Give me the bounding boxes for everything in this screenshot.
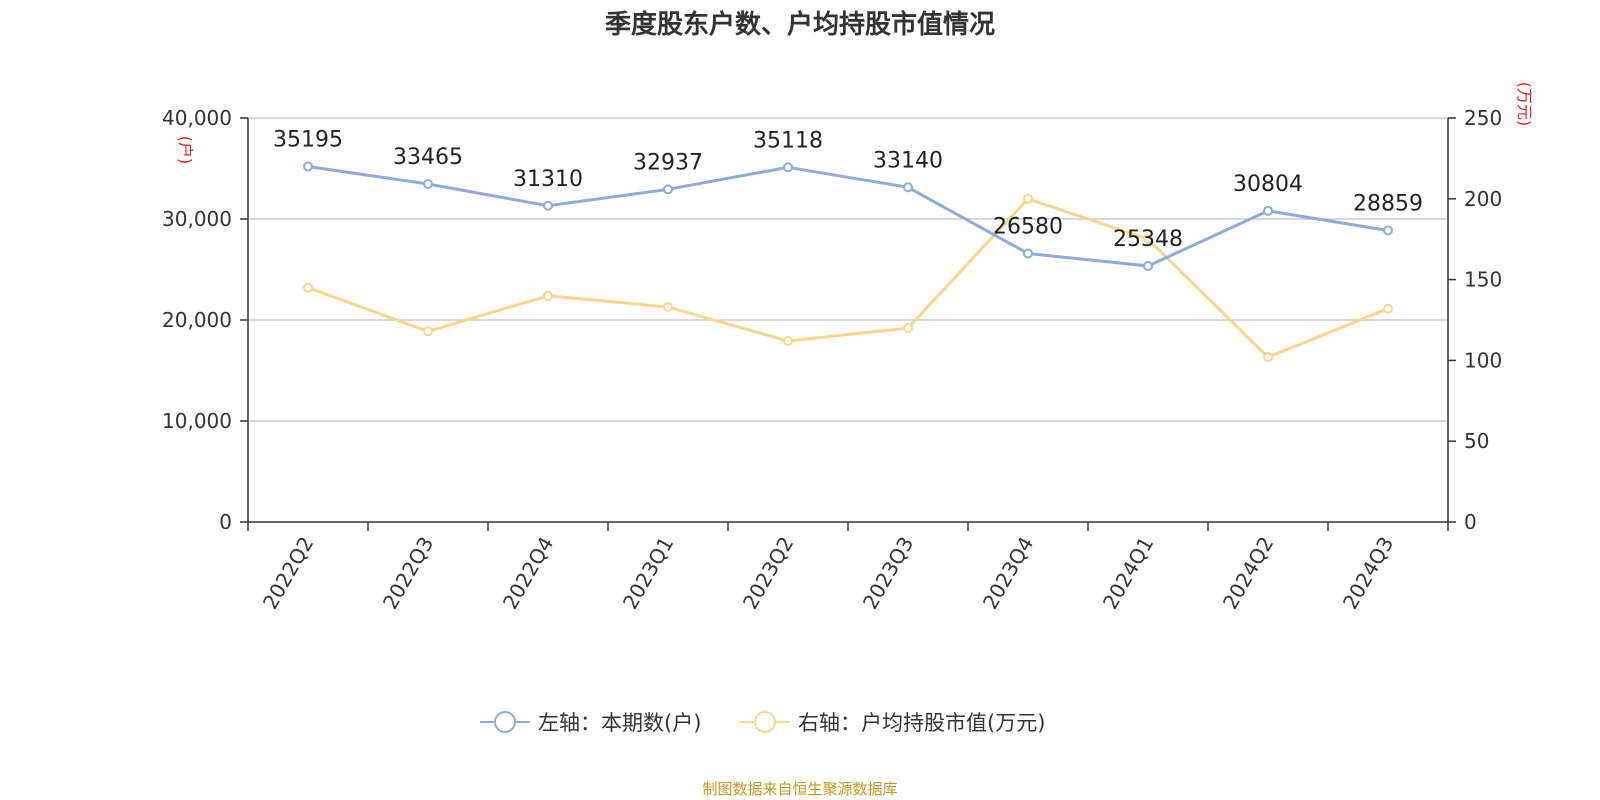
series-2-point[interactable] <box>663 302 673 313</box>
data-label: 32937 <box>633 150 703 175</box>
chart-title: 季度股东户数、户均持股市值情况 <box>604 10 995 40</box>
x-axis-tick-label: 2022Q3 <box>378 533 438 614</box>
right-axis-tick-label: 250 <box>1464 106 1502 130</box>
data-label: 28859 <box>1353 192 1423 217</box>
series-1-point[interactable] <box>903 182 913 193</box>
legend-label: 右轴：户均持股市值(万元) <box>798 711 1045 735</box>
series-lines <box>307 165 1389 359</box>
legend-item-2[interactable]: 右轴：户均持股市值(万元) <box>740 711 1045 735</box>
series-2-point[interactable] <box>1023 193 1033 204</box>
series-1-point[interactable] <box>1023 248 1033 259</box>
x-axis-tick-label: 2024Q1 <box>1098 533 1158 614</box>
x-axis-tick-label: 2024Q3 <box>1338 533 1398 614</box>
series-1-point[interactable] <box>1383 225 1393 236</box>
x-axis-tick-label: 2022Q2 <box>258 533 318 614</box>
axes: 0 10,000 20,000 30,000 40,000 0 50 100 150 200 250… <box>162 82 1534 613</box>
right-axis-unit-label: (万元) <box>1515 82 1534 127</box>
data-label: 33465 <box>393 145 463 170</box>
legend[interactable]: 左轴：本期数(户) 右轴：户均持股市值(万元) <box>480 711 1045 735</box>
left-axis-unit-label: (户) <box>176 136 195 165</box>
series-1-point[interactable] <box>783 162 793 173</box>
data-label: 35118 <box>753 128 823 153</box>
series-2-point[interactable] <box>783 336 793 347</box>
data-label: 35195 <box>273 128 343 153</box>
data-source-note: 制图数据来自恒生聚源数据库 <box>702 780 898 798</box>
right-axis-tick-label: 100 <box>1464 348 1502 372</box>
series-2-point[interactable] <box>1263 352 1273 363</box>
series-2-point[interactable] <box>303 282 313 293</box>
right-axis-tick-label: 0 <box>1464 510 1477 534</box>
right-axis-tick-label: 150 <box>1464 268 1502 292</box>
series-2-point[interactable] <box>423 326 433 337</box>
left-axis-tick-label: 40,000 <box>162 106 232 130</box>
series-1-point[interactable] <box>1263 205 1273 216</box>
series-points <box>303 161 1393 363</box>
left-axis-tick-label: 30,000 <box>162 207 232 231</box>
series-1-point[interactable] <box>543 200 553 211</box>
series-2-point[interactable] <box>543 290 553 301</box>
series-2-point[interactable] <box>1143 234 1153 245</box>
legend-circle-marker <box>754 711 776 733</box>
left-axis-tick-label: 10,000 <box>162 409 232 433</box>
left-axis-tick-label: 20,000 <box>162 308 232 332</box>
series-line-2 <box>307 197 1389 359</box>
x-axis-tick-label: 2023Q3 <box>858 533 918 614</box>
data-label: 25348 <box>1113 227 1183 252</box>
series-2-point[interactable] <box>903 323 913 334</box>
x-axis-tick-label: 2023Q4 <box>978 533 1038 614</box>
data-label: 26580 <box>993 215 1063 240</box>
x-axis-tick-label: 2023Q2 <box>738 533 798 614</box>
legend-circle-marker <box>494 711 516 733</box>
data-label: 33140 <box>873 148 943 173</box>
data-label: 30804 <box>1233 172 1303 197</box>
series-1-point[interactable] <box>663 184 673 195</box>
data-labels: 35195 33465 31310 32937 35118 33140 26580 25348… <box>273 128 1423 252</box>
legend-item-1[interactable]: 左轴：本期数(户) <box>480 711 701 735</box>
data-label: 31310 <box>513 167 583 192</box>
x-axis-tick-label: 2023Q1 <box>618 533 678 614</box>
right-axis-tick-label: 200 <box>1464 187 1502 211</box>
series-line-1 <box>307 165 1389 268</box>
series-1-point[interactable] <box>303 161 313 172</box>
right-axis-tick-label: 50 <box>1464 429 1489 453</box>
series-1-point[interactable] <box>1143 260 1153 271</box>
x-axis-tick-label: 2024Q2 <box>1218 533 1278 614</box>
left-axis-tick-label: 0 <box>219 510 232 534</box>
x-axis-tick-label: 2022Q4 <box>498 533 558 614</box>
legend-label: 左轴：本期数(户) <box>538 711 701 735</box>
series-2-point[interactable] <box>1383 303 1393 314</box>
series-1-point[interactable] <box>423 179 433 190</box>
